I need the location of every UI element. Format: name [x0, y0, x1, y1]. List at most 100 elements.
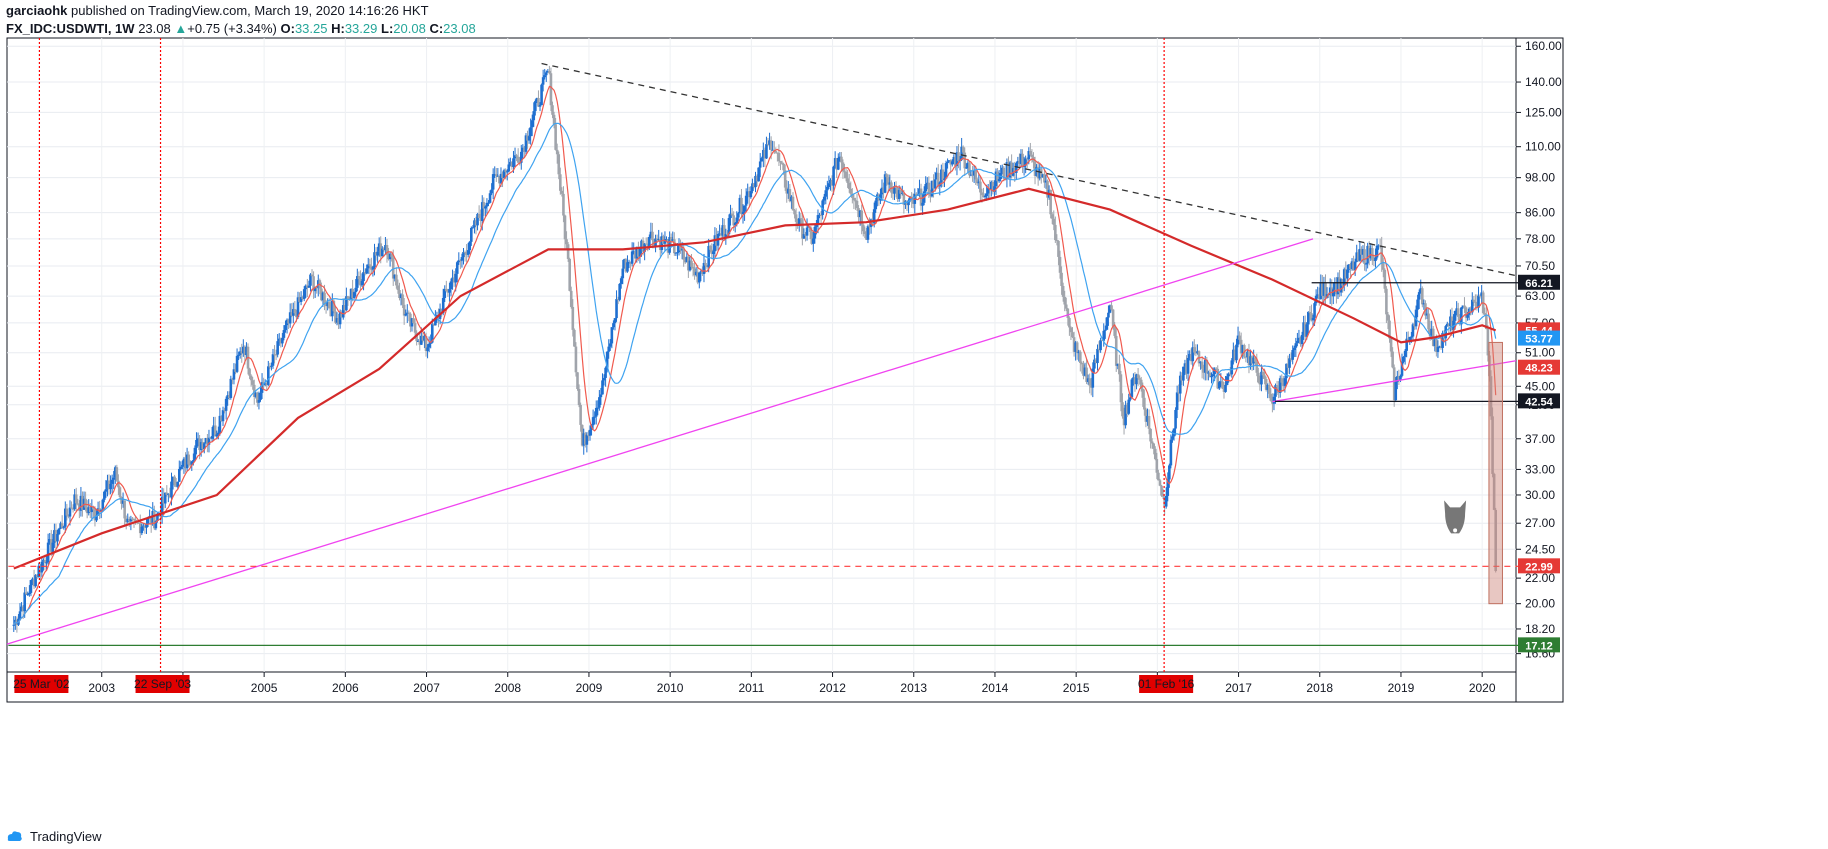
candle-body — [343, 305, 347, 311]
candle-body — [852, 197, 856, 201]
candle-body — [1380, 245, 1384, 264]
candle-body — [1119, 374, 1123, 403]
candle-body — [1152, 443, 1156, 449]
candle-body — [434, 317, 437, 326]
candle-body — [1054, 224, 1057, 241]
candle-body — [299, 297, 303, 302]
candle-body — [455, 262, 459, 274]
candle-body — [521, 147, 525, 152]
candle-body — [1108, 305, 1112, 313]
candle-body — [529, 127, 532, 137]
author-name[interactable]: garciaohk — [6, 3, 68, 18]
y-tick-label: 98.00 — [1525, 171, 1555, 185]
candle-body — [1193, 347, 1196, 353]
candle-body — [696, 271, 700, 283]
candle-body — [1494, 509, 1497, 572]
candle-body — [138, 523, 142, 534]
candle-body — [326, 302, 329, 307]
candle-body — [73, 494, 76, 510]
candle-body — [1280, 378, 1284, 383]
candle-body — [840, 156, 843, 163]
candle-body — [67, 515, 70, 517]
candle-body — [1453, 310, 1457, 321]
candle-body — [1210, 376, 1213, 378]
candle-body — [921, 202, 924, 206]
candle-body — [368, 264, 372, 266]
candle-body — [360, 281, 364, 286]
candle-body — [1258, 382, 1262, 385]
candle-body — [1207, 372, 1210, 374]
y-tick-label: 37.00 — [1525, 432, 1555, 446]
candle-body — [846, 178, 849, 183]
candle-body — [1335, 282, 1338, 295]
candle-body — [149, 516, 153, 525]
candle-body — [304, 285, 308, 290]
candle-body — [1021, 153, 1024, 167]
last-price: 23.08 — [138, 21, 171, 36]
candle-body — [1172, 428, 1176, 437]
candle-body — [535, 98, 539, 102]
candle-body — [1171, 436, 1174, 440]
candle-body — [1363, 249, 1366, 265]
candle-body — [957, 152, 960, 162]
tradingview-brand[interactable]: TradingView — [30, 828, 102, 844]
candle-body — [1350, 261, 1354, 270]
y-tick-label: 33.00 — [1525, 462, 1555, 476]
candle-body — [85, 507, 89, 514]
candle-body — [39, 565, 42, 573]
candle-body — [1136, 374, 1140, 379]
candle-body — [1014, 163, 1018, 173]
candle-body — [385, 245, 389, 256]
candle-body — [683, 259, 687, 263]
candle-body — [663, 239, 667, 244]
candle-body — [229, 378, 233, 398]
candle-body — [490, 189, 493, 194]
candle-body — [1057, 240, 1060, 257]
candle-body — [1052, 218, 1056, 225]
candle-body — [1147, 415, 1151, 429]
candle-body — [23, 592, 26, 612]
price-badge-label: 22.99 — [1525, 561, 1553, 573]
candle-body — [1058, 256, 1062, 273]
candle-body — [1199, 361, 1202, 364]
candle-body — [302, 289, 306, 299]
tradingview-logo-icon[interactable] — [6, 829, 24, 843]
x-tick-label: 2018 — [1306, 681, 1333, 695]
candle-body — [1060, 272, 1063, 286]
candle-body — [224, 398, 228, 411]
x-tick-label: 2014 — [982, 681, 1009, 695]
candle-body — [1389, 338, 1393, 352]
candle-body — [1157, 472, 1160, 481]
candle-body — [1292, 347, 1296, 351]
candle-body — [416, 341, 420, 343]
x-tick-label: 2009 — [576, 681, 603, 695]
candle-body — [713, 235, 717, 252]
candle-body — [1146, 415, 1149, 422]
candle-body — [819, 214, 823, 216]
candle-body — [329, 308, 333, 317]
candle-body — [1338, 277, 1341, 293]
y-tick-label: 70.50 — [1525, 259, 1555, 273]
candle-body — [799, 218, 803, 220]
candle-body — [1324, 282, 1327, 298]
candle-body — [1107, 312, 1110, 318]
candle-body — [1478, 295, 1482, 297]
candle-body — [596, 407, 600, 409]
candle-body — [527, 136, 531, 141]
candle-body — [1266, 385, 1270, 390]
candle-body — [462, 252, 465, 258]
candle-body — [691, 266, 695, 269]
price-badge-label: 17.12 — [1525, 640, 1553, 652]
candle-body — [401, 294, 404, 305]
candle-body — [988, 188, 992, 190]
candle-body — [1189, 354, 1193, 362]
symbol-label[interactable]: FX_IDC:USDWTI, 1W — [6, 21, 135, 36]
candle-body — [685, 256, 689, 263]
candle-body — [563, 215, 567, 240]
candle-body — [1085, 367, 1088, 382]
candle-body — [1480, 292, 1483, 296]
candle-body — [1007, 162, 1010, 178]
candle-body — [396, 285, 400, 291]
candle-body — [20, 606, 23, 612]
